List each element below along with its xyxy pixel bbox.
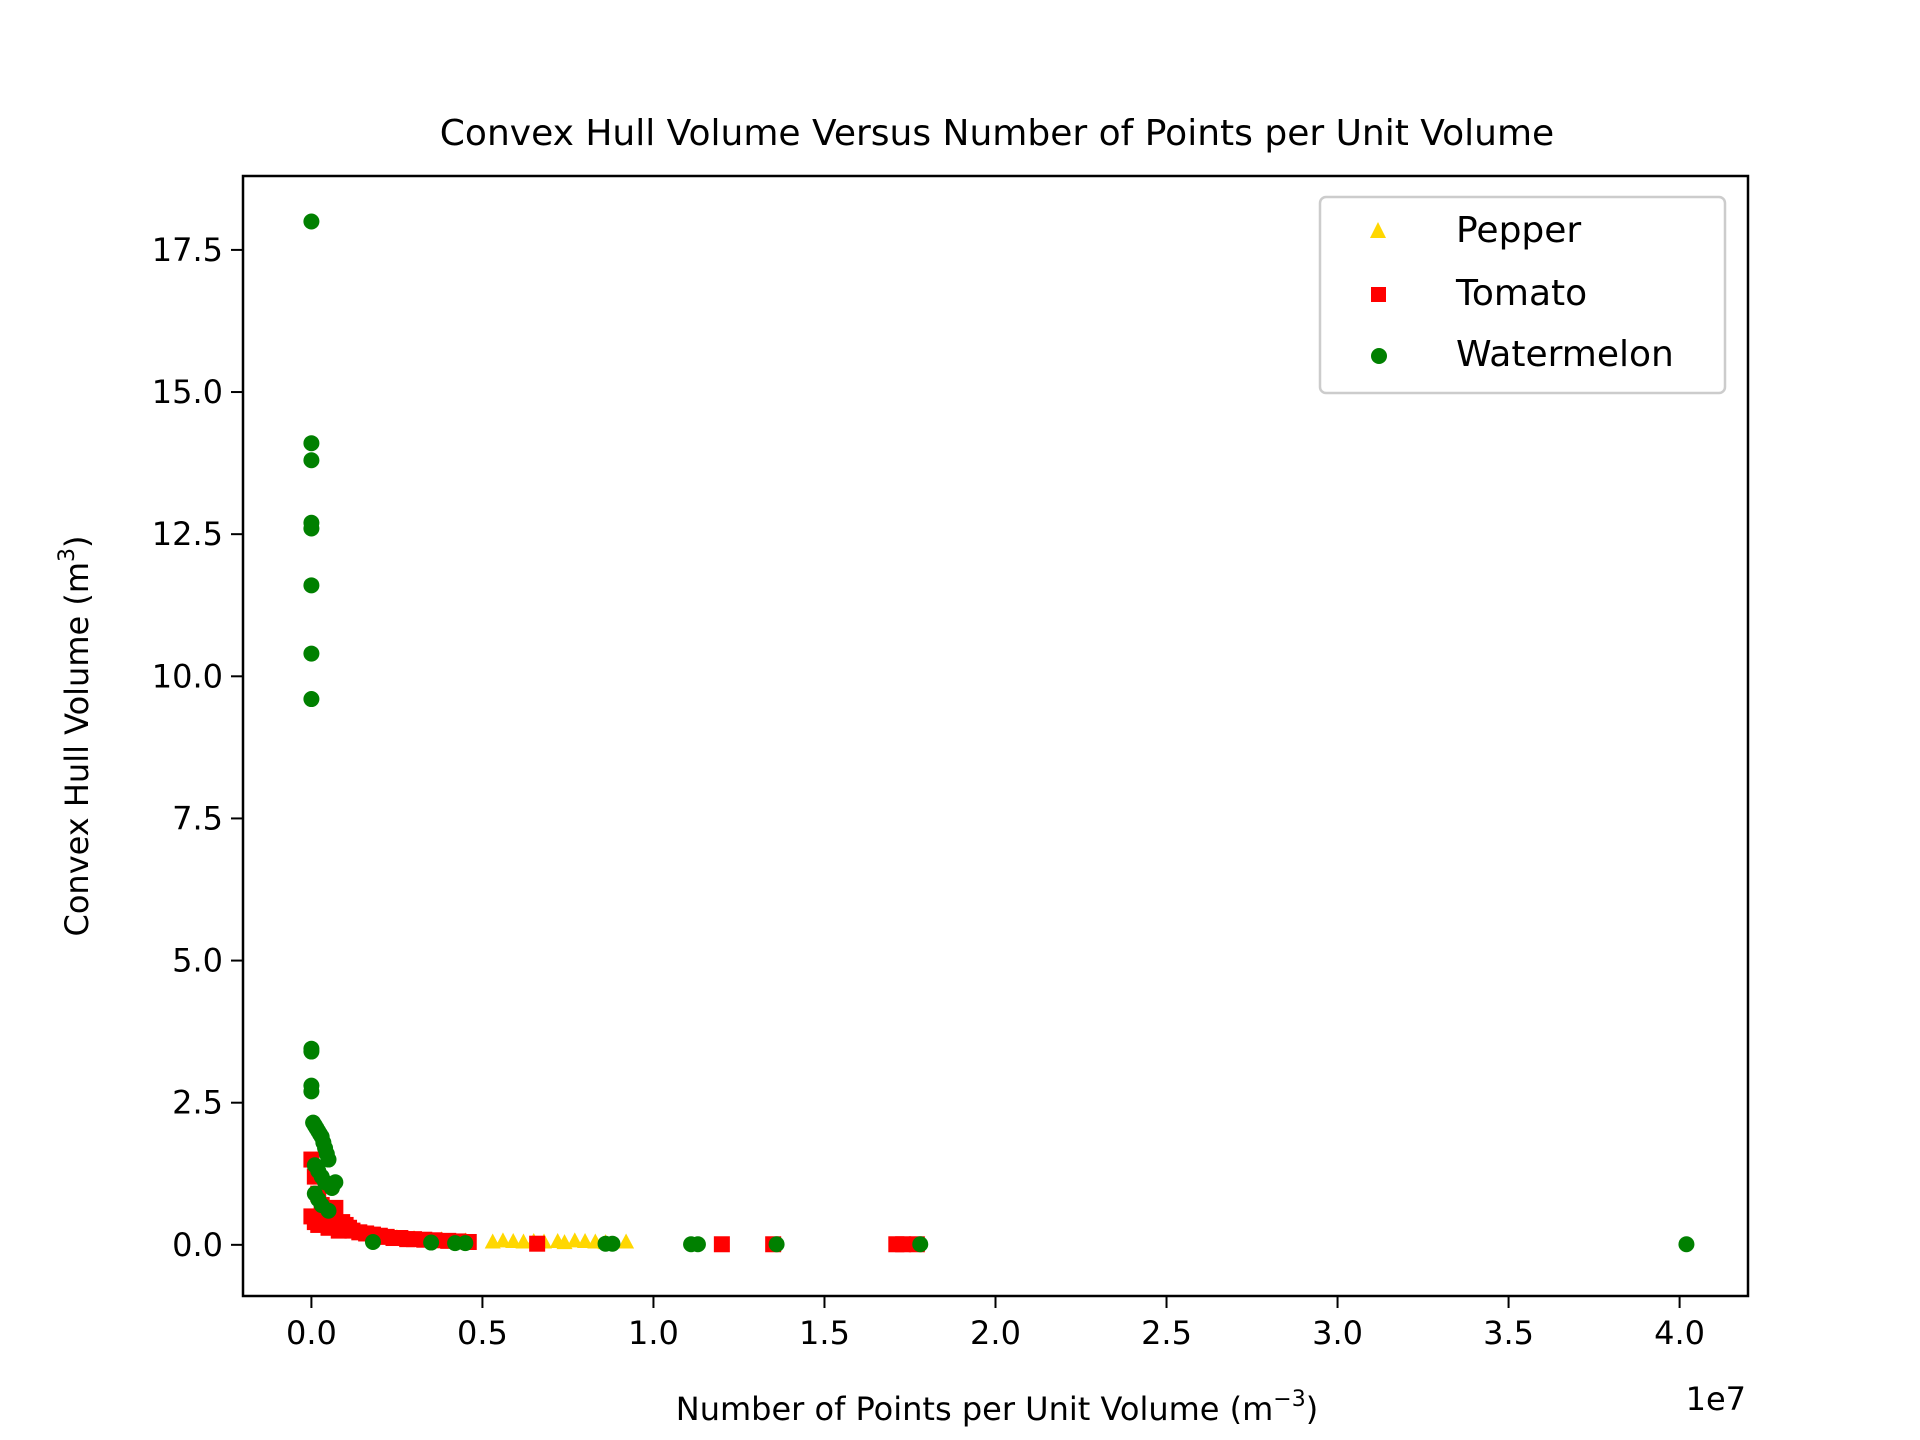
legend-marker-pepper: [1370, 222, 1386, 238]
point-watermelon: [604, 1235, 621, 1252]
y-tick-label: 17.5: [152, 231, 223, 269]
legend-label-watermelon: Watermelon: [1456, 334, 1674, 375]
point-watermelon: [912, 1236, 929, 1253]
y-tick-label: 5.0: [172, 942, 223, 980]
point-watermelon: [303, 213, 320, 230]
x-tick-label: 0.5: [457, 1314, 508, 1352]
point-watermelon: [457, 1235, 474, 1252]
y-tick-label: 7.5: [172, 799, 223, 837]
point-watermelon: [768, 1236, 785, 1253]
point-pepper: [566, 1232, 583, 1248]
point-watermelon: [303, 452, 320, 469]
point-watermelon: [423, 1234, 440, 1251]
point-watermelon: [303, 1083, 320, 1100]
x-tick-label: 0.0: [286, 1314, 337, 1352]
legend-marker-tomato: [1371, 287, 1386, 302]
x-tick-label: 3.0: [1312, 1314, 1363, 1352]
point-watermelon: [303, 1043, 320, 1060]
x-tick-label: 1.0: [628, 1314, 679, 1352]
point-pepper: [577, 1232, 594, 1248]
point-watermelon: [320, 1202, 337, 1219]
legend-label-pepper: Pepper: [1456, 210, 1581, 251]
x-offset-text: 1e7: [1686, 1380, 1746, 1418]
point-watermelon: [364, 1233, 381, 1250]
point-pepper: [618, 1233, 635, 1249]
point-watermelon: [303, 645, 320, 662]
y-axis: 0.0 2.5 5.0 7.5 10.0 12.5 15.0 17.5: [152, 231, 243, 1264]
point-tomato: [713, 1236, 730, 1253]
x-tick-label: 1.5: [799, 1314, 850, 1352]
point-tomato: [895, 1236, 912, 1253]
y-tick-label: 15.0: [152, 373, 223, 411]
y-tick-label: 2.5: [172, 1084, 223, 1122]
point-watermelon: [1678, 1236, 1695, 1253]
point-watermelon: [303, 577, 320, 594]
legend-label-tomato: Tomato: [1455, 273, 1587, 314]
x-axis-label: Number of Points per Unit Volume (m−3): [676, 1387, 1318, 1428]
x-tick-label: 3.5: [1483, 1314, 1534, 1352]
legend-marker-watermelon: [1371, 348, 1387, 364]
x-tick-label: 2.0: [970, 1314, 1021, 1352]
point-pepper: [505, 1232, 522, 1248]
x-axis: 0.0 0.5 1.0 1.5 2.0 2.5 3.0 3.5 4.0: [286, 1296, 1705, 1352]
x-tick-label: 4.0: [1654, 1314, 1705, 1352]
plot-area: [303, 213, 1695, 1253]
legend: Pepper Tomato Watermelon: [1318, 195, 1727, 395]
point-watermelon: [303, 520, 320, 537]
y-tick-label: 12.5: [152, 515, 223, 553]
point-watermelon: [320, 1151, 337, 1168]
point-watermelon: [327, 1174, 344, 1191]
point-watermelon: [303, 435, 320, 452]
x-tick-label: 2.5: [1141, 1314, 1192, 1352]
y-tick-label: 0.0: [172, 1226, 223, 1264]
point-watermelon: [689, 1236, 706, 1253]
y-tick-label: 10.0: [152, 657, 223, 695]
point-watermelon: [303, 691, 320, 708]
chart-title: Convex Hull Volume Versus Number of Poin…: [440, 113, 1554, 154]
legend-box: [1318, 195, 1727, 395]
point-pepper: [494, 1232, 511, 1248]
point-tomato: [529, 1235, 546, 1252]
y-axis-label: Convex Hull Volume (m3): [55, 536, 96, 937]
